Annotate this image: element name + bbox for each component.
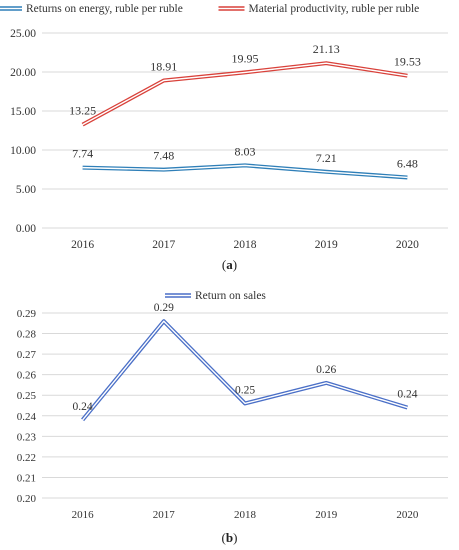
chart-b-ytick-label: 0.25 (17, 390, 37, 402)
chart-a-ytick-label: 25.00 (10, 28, 36, 40)
chart-a: 0.00 5.00 10.00 15.00 20.00 25.00 2016 2017 2018… (0, 0, 459, 251)
chart-a-xtick-label: 2018 (234, 239, 257, 250)
chart-b-svg: 0.20 0.21 0.22 0.23 0.24 0.25 0.26 0.27 0.28 0.29… (17, 290, 448, 521)
chart-b-xtick-label: 2019 (315, 509, 338, 521)
chart-a-svg: 0.00 5.00 10.00 15.00 20.00 25.00 2016 2017 2018… (0, 3, 448, 251)
chart-a-series-line-inner-1 (82, 164, 408, 179)
chart-a-data-label: 18.91 (150, 60, 177, 74)
chart-a-ytick-label: 10.00 (10, 145, 36, 157)
chart-b-ytick-label: 0.27 (17, 349, 37, 361)
chart-a-data-label: 7.74 (72, 147, 93, 161)
chart-a-series-line-inner-2 (82, 62, 408, 126)
chart-b-ytick-label: 0.29 (17, 308, 37, 320)
chart-a-xtick-label: 2020 (396, 239, 419, 250)
chart-b-data-label: 0.24 (397, 389, 417, 401)
chart-b-ytick-label: 0.24 (17, 411, 37, 423)
chart-b-series-line-inner-1 (82, 320, 408, 421)
chart-a-ytick-label: 15.00 (10, 106, 36, 118)
caption-a: (a) (221, 257, 238, 272)
chart-a-legend-label: Returns on energy, ruble per ruble (26, 3, 183, 15)
chart-b-ytick-label: 0.21 (17, 472, 36, 484)
chart-a-data-label: 21.13 (313, 42, 340, 56)
chart-a-xtick-label: 2016 (71, 239, 94, 250)
chart-a-xtick-label: 2019 (315, 239, 338, 250)
chart-b-xtick-label: 2017 (153, 509, 176, 521)
chart-b-data-label: 0.24 (73, 401, 93, 413)
chart-b: 0.20 0.21 0.22 0.23 0.24 0.25 0.26 0.27 0.28 0.29… (0, 285, 459, 525)
chart-b-ytick-label: 0.22 (17, 452, 36, 464)
chart-a-data-label: 8.03 (235, 144, 256, 158)
caption-a-label: a (226, 257, 233, 272)
chart-b-data-label: 0.26 (316, 364, 336, 376)
chart-a-ytick-label: 5.00 (16, 184, 36, 196)
caption-b: (b) (221, 530, 238, 545)
chart-b-xtick-label: 2018 (234, 509, 257, 521)
chart-a-data-label: 13.25 (69, 104, 96, 118)
chart-a-data-label: 19.95 (232, 51, 259, 65)
chart-b-data-label: 0.25 (235, 384, 255, 396)
chart-a-ytick-label: 20.00 (10, 67, 36, 79)
caption-b-label: b (225, 530, 234, 545)
chart-a-legend-label: Material productivity, ruble per ruble (249, 3, 420, 15)
chart-b-xtick-label: 2020 (396, 509, 419, 521)
chart-a-series-line-1 (82, 163, 408, 180)
chart-b-ytick-label: 0.20 (17, 493, 37, 505)
chart-a-data-label: 19.53 (394, 55, 421, 69)
chart-a-data-label: 6.48 (397, 156, 418, 170)
chart-b-legend-label: Return on sales (195, 290, 266, 302)
chart-a-data-label: 7.48 (153, 149, 174, 163)
chart-b-xtick-label: 2016 (72, 509, 95, 521)
chart-b-ytick-label: 0.28 (17, 329, 37, 341)
chart-b-ytick-label: 0.26 (17, 370, 37, 382)
chart-b-ytick-label: 0.23 (17, 431, 37, 443)
chart-a-xtick-label: 2017 (152, 239, 175, 250)
chart-a-data-label: 7.21 (316, 151, 337, 165)
chart-b-data-label: 0.29 (154, 302, 174, 314)
chart-b-series-line-1 (81, 319, 408, 422)
chart-a-ytick-label: 0.00 (16, 223, 36, 235)
